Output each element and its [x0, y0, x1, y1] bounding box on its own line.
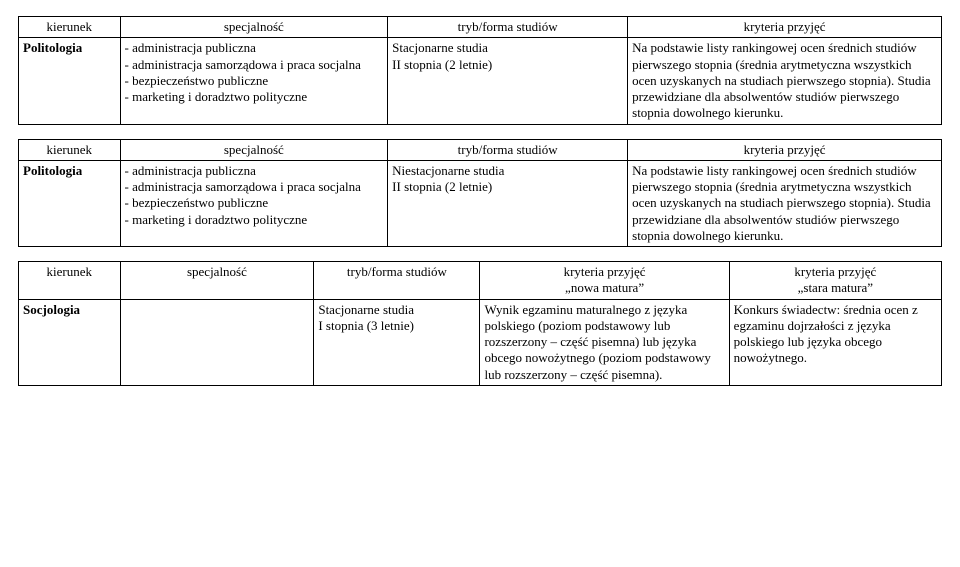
- header-kierunek: kierunek: [19, 139, 121, 160]
- table-row: Politologia - administracja publiczna - …: [19, 38, 942, 124]
- cell-tryb: Niestacjonarne studia II stopnia (2 letn…: [388, 160, 628, 246]
- header-kryteria-nowa: kryteria przyjęć „nowa matura”: [480, 262, 729, 300]
- header-tryb: tryb/forma studiów: [388, 17, 628, 38]
- cell-spec: - administracja publiczna - administracj…: [120, 38, 388, 124]
- cell-spec: [120, 299, 314, 385]
- cell-kryt-stara: Konkurs świadectw: średnia ocen z egzami…: [729, 299, 941, 385]
- header-kryteria: kryteria przyjęć: [628, 17, 942, 38]
- cell-kierunek: Politologia: [19, 160, 121, 246]
- cell-kryt: Na podstawie listy rankingowej ocen śred…: [628, 38, 942, 124]
- table-row: Politologia - administracja publiczna - …: [19, 160, 942, 246]
- table-1: kierunek specjalność tryb/forma studiów …: [18, 16, 942, 125]
- header-kierunek: kierunek: [19, 17, 121, 38]
- table-row: kierunek specjalność tryb/forma studiów …: [19, 139, 942, 160]
- table-row: kierunek specjalność tryb/forma studiów …: [19, 262, 942, 300]
- header-specjalnosc: specjalność: [120, 139, 388, 160]
- header-kierunek: kierunek: [19, 262, 121, 300]
- cell-kierunek: Politologia: [19, 38, 121, 124]
- header-kryteria: kryteria przyjęć: [628, 139, 942, 160]
- table-3: kierunek specjalność tryb/forma studiów …: [18, 261, 942, 386]
- cell-tryb: Stacjonarne studia I stopnia (3 letnie): [314, 299, 480, 385]
- header-tryb: tryb/forma studiów: [388, 139, 628, 160]
- header-tryb: tryb/forma studiów: [314, 262, 480, 300]
- cell-kierunek: Socjologia: [19, 299, 121, 385]
- cell-tryb: Stacjonarne studia II stopnia (2 letnie): [388, 38, 628, 124]
- table-row: Socjologia Stacjonarne studia I stopnia …: [19, 299, 942, 385]
- header-specjalnosc: specjalność: [120, 262, 314, 300]
- header-kryteria-stara: kryteria przyjęć „stara matura”: [729, 262, 941, 300]
- cell-spec: - administracja publiczna - administracj…: [120, 160, 388, 246]
- cell-kryt: Na podstawie listy rankingowej ocen śred…: [628, 160, 942, 246]
- table-2: kierunek specjalność tryb/forma studiów …: [18, 139, 942, 248]
- cell-kryt-nowa: Wynik egzaminu maturalnego z języka pols…: [480, 299, 729, 385]
- header-specjalnosc: specjalność: [120, 17, 388, 38]
- table-row: kierunek specjalność tryb/forma studiów …: [19, 17, 942, 38]
